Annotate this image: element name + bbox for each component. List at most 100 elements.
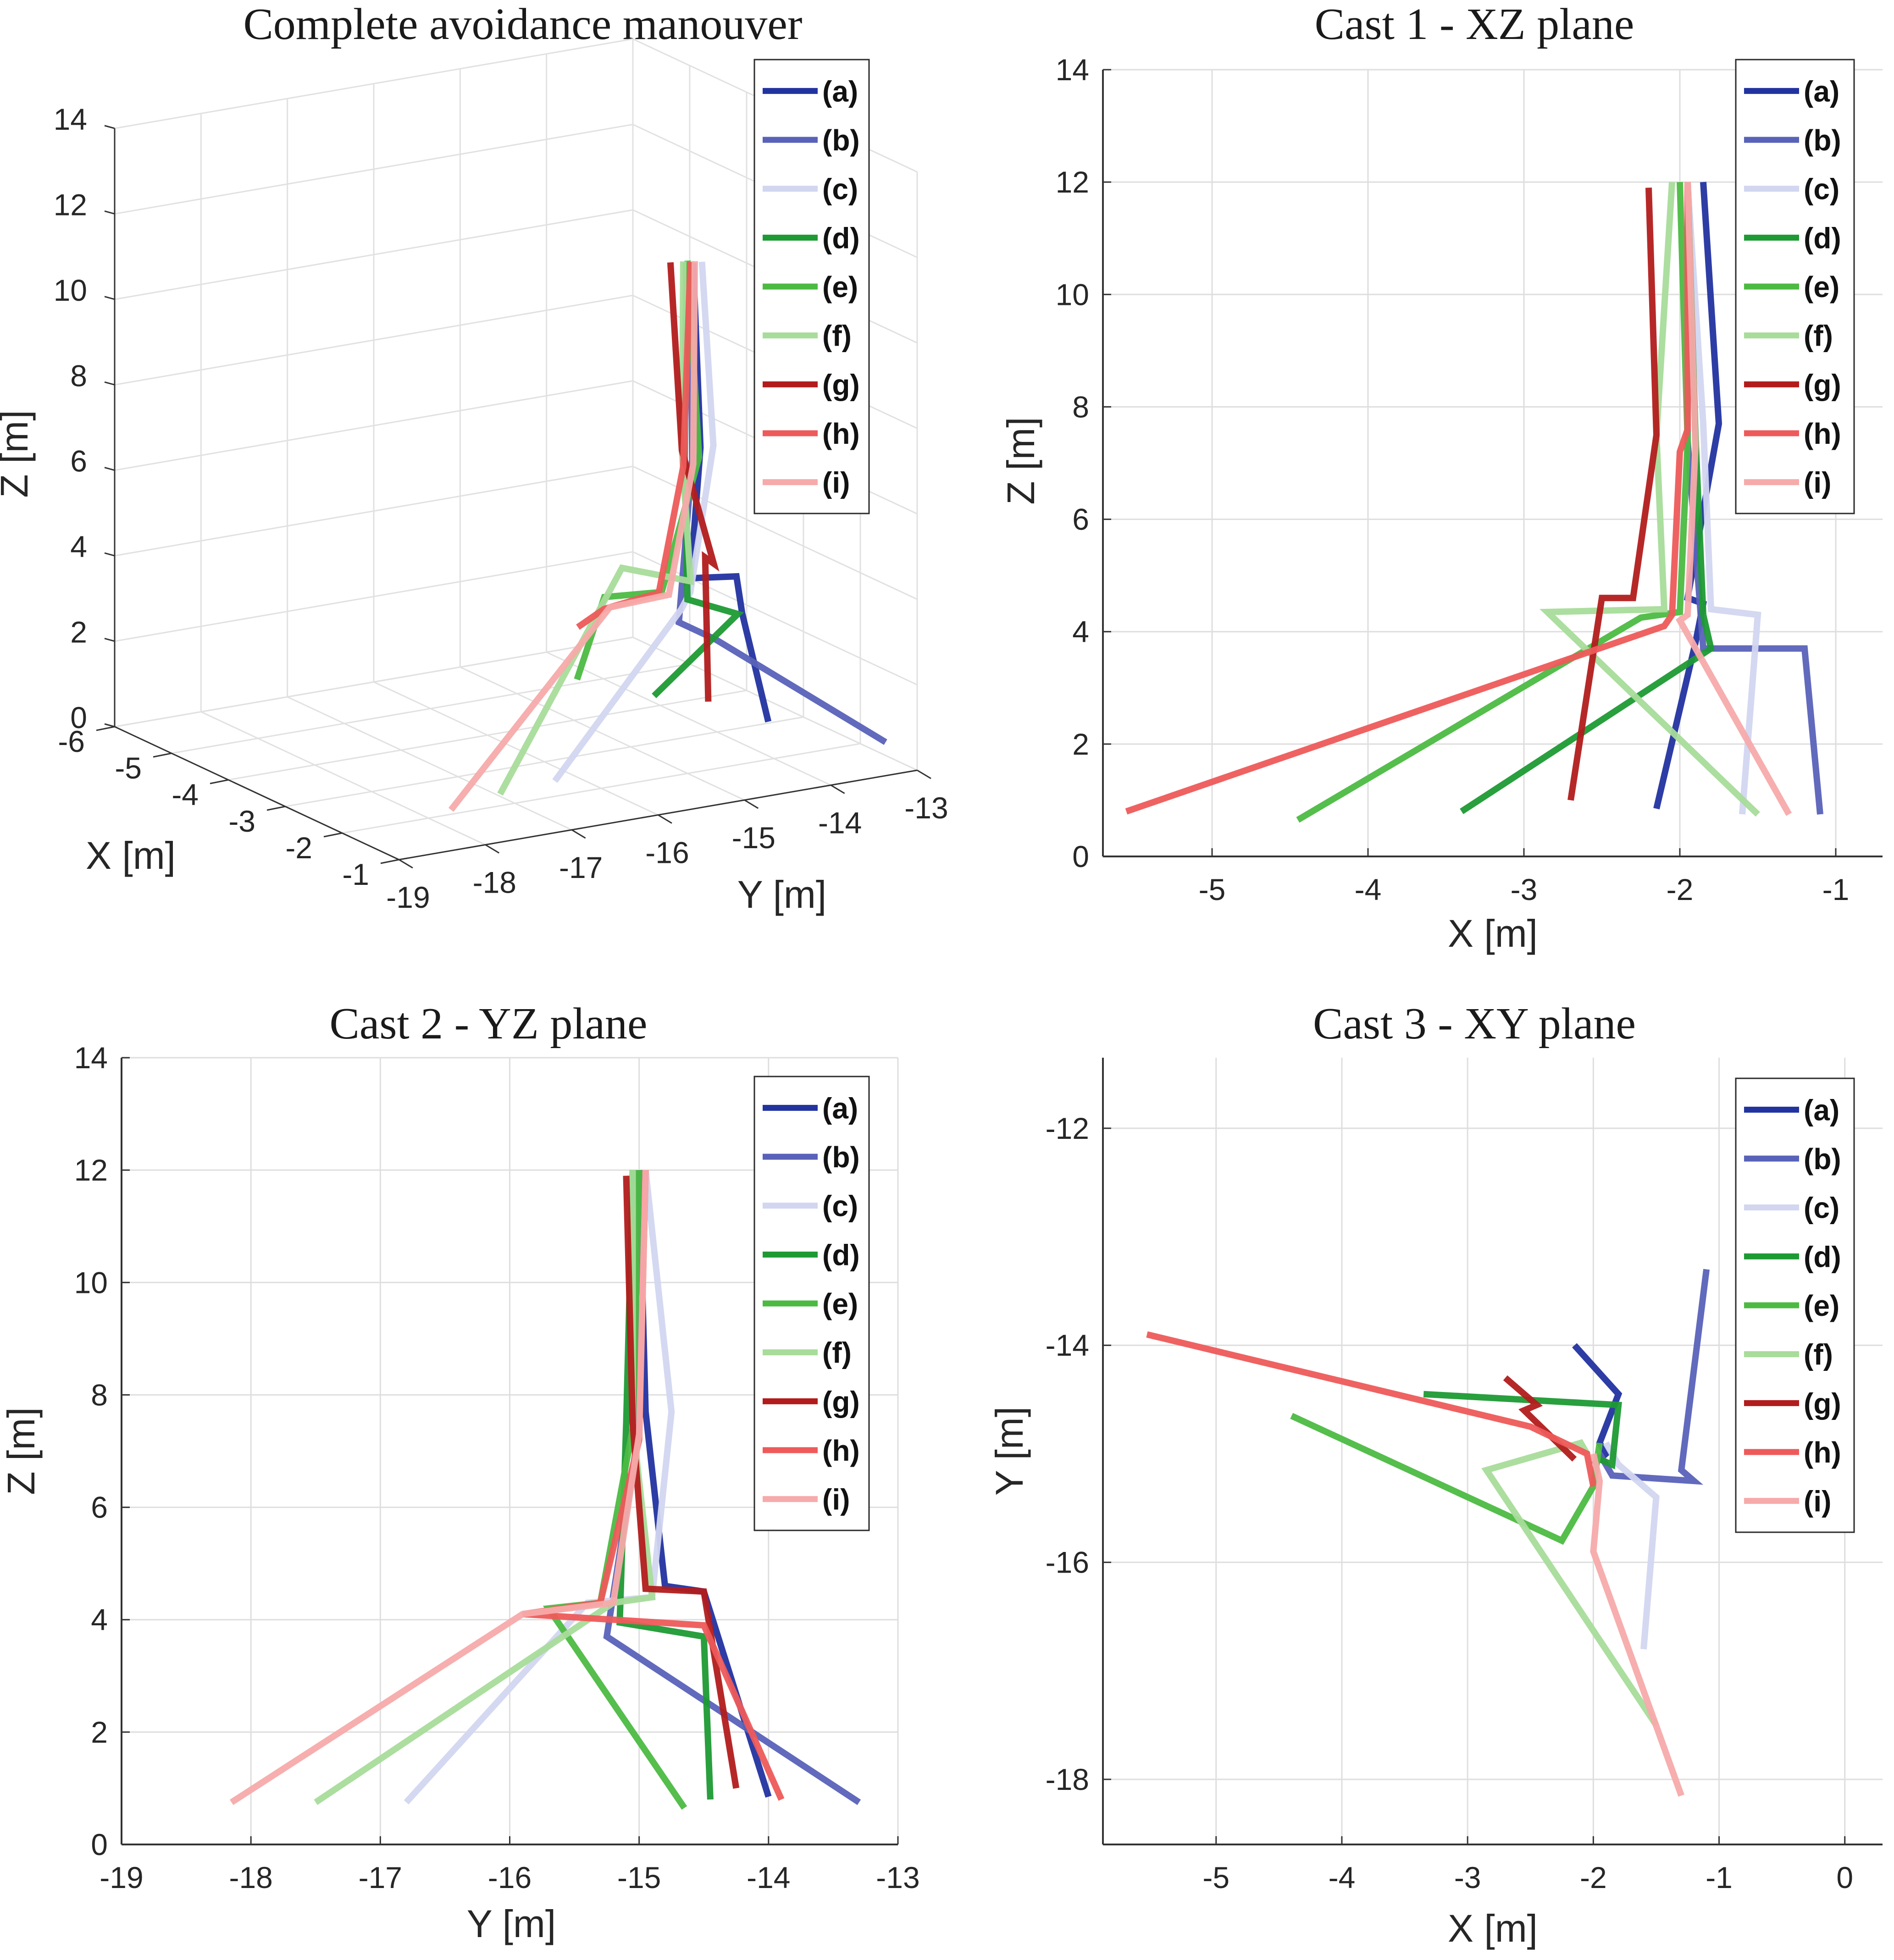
y-tick-label: 10 — [74, 1265, 108, 1299]
legend-label-i: (i) — [1804, 466, 1831, 499]
legend-label-e: (e) — [822, 271, 858, 304]
y-tick-label: 14 — [1056, 53, 1089, 87]
panel-yz-legend: (a) (b) (c) (d) (e) (f) (g) (h) (i) — [753, 1076, 870, 1531]
y-tick-label: 12 — [1056, 165, 1089, 199]
x-tick-label: -1 — [1706, 1861, 1733, 1894]
legend-label-c: (c) — [1804, 173, 1839, 206]
y-tick-label: -16 — [1046, 1546, 1089, 1579]
z-tick-label: 6 — [70, 444, 87, 478]
z-tick-label: 8 — [70, 359, 87, 392]
y-tick-label: 6 — [1072, 502, 1089, 536]
z-tick-mark — [104, 125, 115, 129]
panel-xy-xlabel: X [m] — [1448, 1907, 1538, 1950]
grid-3d-line — [114, 294, 633, 386]
grid-3d-line — [546, 651, 831, 786]
x-tick-label: -5 — [1199, 872, 1226, 906]
y-tick-label: 6 — [91, 1491, 108, 1524]
legend-label-g: (g) — [822, 368, 860, 401]
panel-3d-ylabel: Y [m] — [737, 873, 827, 916]
x-tick-label: -5 — [115, 751, 142, 785]
legend-label-i: (i) — [1804, 1485, 1831, 1518]
x-tick-label: -3 — [1511, 872, 1538, 906]
y-tick-label: -18 — [1046, 1762, 1089, 1796]
series-b-line — [1597, 1269, 1710, 1485]
x-tick-label: -4 — [172, 778, 199, 812]
series-i-line — [1590, 1453, 1684, 1797]
panel-yz-xlabel: Y [m] — [467, 1902, 556, 1945]
x-tick-label: -3 — [228, 804, 255, 838]
panel-yz-series — [229, 1170, 861, 1810]
x-tick-label: -13 — [876, 1861, 919, 1894]
grid-3d-line — [200, 711, 486, 845]
legend-label-b: (b) — [1804, 1143, 1841, 1176]
x-tick-mark — [323, 832, 343, 838]
panel-xz-ticks: -5 -4 -3 -2 -1 0 2 4 6 8 10 12 14 — [1056, 53, 1850, 906]
y-tick-label: -18 — [473, 866, 516, 900]
panel-yz-ylabel: Z [m] — [0, 1407, 43, 1495]
z-tick-label: 0 — [70, 701, 87, 734]
panel-xy-legend: (a) (b) (c) (d) (e) (f) (g) (h) (i) — [1735, 1077, 1855, 1533]
legend-label-h: (h) — [822, 1434, 860, 1467]
panel-3d-legend: (a) (b) (c) (d) (e) (f) (g) (h) (i) — [753, 59, 870, 514]
series-i-line — [229, 1170, 649, 1805]
y-tick-label: -15 — [732, 821, 775, 855]
x-tick-label: -14 — [747, 1861, 790, 1894]
x-tick-mark — [153, 752, 172, 758]
legend-label-b: (b) — [822, 1141, 860, 1174]
legend-label-d: (d) — [822, 1238, 860, 1271]
series-i-line — [448, 261, 698, 812]
panel-xz-title: Cast 1 - XZ plane — [1315, 0, 1634, 49]
y-tick-label: -14 — [1046, 1328, 1089, 1362]
grid-3d-line — [114, 551, 633, 642]
y-tick-mark — [399, 859, 413, 869]
legend-label-h: (h) — [1804, 417, 1841, 450]
y-tick-label: 0 — [1072, 839, 1089, 873]
grid-3d-line — [114, 380, 633, 471]
grid-3d-line — [287, 696, 572, 831]
x-tick-mark — [210, 779, 229, 784]
series-g-line — [1567, 188, 1660, 801]
legend-label-g: (g) — [822, 1385, 860, 1418]
series-h-line — [576, 262, 694, 630]
grid-3d-line — [114, 636, 633, 728]
x-tick-label: -16 — [488, 1861, 532, 1894]
z-tick-label: 2 — [70, 615, 87, 649]
x-tick-label: -15 — [617, 1861, 661, 1894]
legend-label-a: (a) — [822, 75, 858, 108]
y-tick-label: -16 — [645, 836, 689, 870]
y-tick-label: 8 — [91, 1378, 108, 1412]
z-tick-mark — [104, 210, 115, 215]
z-tick-label: 12 — [54, 188, 87, 221]
y-tick-mark — [917, 769, 931, 779]
legend-label-e: (e) — [1804, 1289, 1839, 1322]
x-tick-mark — [266, 806, 286, 811]
y-tick-label: 4 — [1072, 615, 1089, 649]
x-tick-label: -2 — [1667, 872, 1694, 906]
legend-label-h: (h) — [822, 417, 860, 450]
legend-label-h: (h) — [1804, 1436, 1841, 1469]
series-h-line — [1146, 1331, 1597, 1487]
x-tick-label: 0 — [1836, 1861, 1853, 1894]
legend-label-f: (f) — [1804, 320, 1833, 353]
legend-label-e: (e) — [822, 1287, 858, 1320]
legend-label-i: (i) — [822, 1483, 850, 1516]
x-tick-label: -6 — [58, 724, 85, 758]
z-tick-mark — [104, 296, 115, 300]
panel-3d-zlabel: Z [m] — [0, 410, 36, 497]
panel-xy-title: Cast 3 - XY plane — [1313, 999, 1636, 1049]
y-tick-label: -14 — [818, 806, 862, 840]
grid-3d-line — [373, 681, 659, 816]
y-tick-label: 2 — [1072, 727, 1089, 761]
x-tick-label: -4 — [1329, 1861, 1356, 1894]
x-tick-label: -3 — [1454, 1861, 1481, 1894]
z-tick-mark — [104, 467, 115, 471]
y-tick-mark — [744, 799, 759, 809]
legend-label-g: (g) — [1804, 1387, 1841, 1420]
panel-yz-axes — [121, 1057, 899, 1845]
x-tick-mark — [380, 859, 399, 864]
z-tick-label: 10 — [54, 273, 87, 307]
legend-label-d: (d) — [1804, 1240, 1841, 1273]
series-h-line — [1125, 182, 1691, 815]
series-i-line — [1675, 182, 1792, 816]
